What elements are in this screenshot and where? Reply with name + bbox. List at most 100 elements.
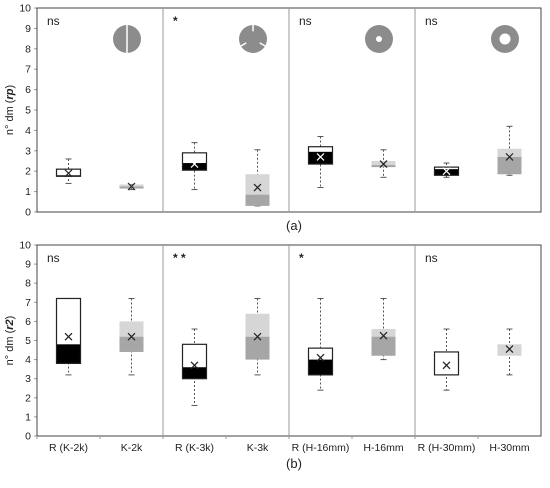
box-H-30mm [497, 328, 522, 376]
box-upper [434, 351, 459, 375]
box-lower [245, 336, 270, 360]
y-axis-label: n° dm (rp) [4, 85, 16, 135]
mean-marker [442, 167, 451, 176]
y-tick-label: 0 [25, 207, 31, 219]
y-axis-label-suffix: ) [4, 316, 16, 320]
box-series-2 [119, 182, 144, 191]
chart-panel-b: 0 1 2 3 4 5 6 7 8 9 10 ns * * * ns R (K-2k) K-2k R (K-3k)… [4, 240, 542, 471]
box-R (H-30mm) [433, 328, 460, 391]
box-outline [181, 343, 208, 380]
significance-label: ns [425, 251, 438, 265]
y-tick-label: 8 [25, 43, 31, 55]
mean-marker [64, 169, 73, 178]
icon-hole [376, 36, 382, 42]
box-upper [182, 152, 207, 164]
x-tick-label: K-3k [247, 442, 269, 454]
icon-slit [240, 42, 247, 47]
shape-k2k-icon [113, 25, 141, 53]
box-upper [308, 348, 333, 360]
box-upper [245, 313, 270, 337]
y-tick-label: 2 [25, 166, 31, 178]
mean-marker [505, 152, 514, 161]
y-tick-label: 1 [25, 186, 31, 198]
significance-label: ns [299, 14, 312, 28]
y-axis-label-var: r2 [4, 319, 16, 329]
x-tick-label: H-16mm [363, 442, 404, 454]
y-tick-label: 3 [25, 373, 31, 385]
x-tick-label: R (H-30mm) [418, 442, 476, 454]
y-tick-label: 5 [25, 105, 31, 117]
box-outline [55, 297, 82, 365]
panel-caption: (b) [286, 456, 302, 471]
box-upper [434, 167, 459, 170]
box-upper [371, 161, 396, 166]
mean-marker [505, 345, 514, 354]
shape-h16mm-icon [365, 25, 393, 53]
y-axis-label-suffix: ) [4, 85, 16, 89]
box-upper [371, 329, 396, 337]
y-tick-label: 7 [25, 297, 31, 309]
box-upper [182, 344, 207, 368]
panel-caption: (a) [286, 218, 302, 233]
box-lower [308, 359, 333, 375]
box-R (H-16mm) [307, 297, 334, 391]
x-tick-label: R (K-2k) [49, 442, 88, 454]
box-upper [119, 321, 144, 337]
mean-marker [379, 160, 388, 168]
y-tick-label: 6 [25, 84, 31, 96]
y-tick-label: 4 [25, 125, 31, 137]
box-lower [182, 367, 207, 379]
box-series-4 [245, 149, 270, 207]
y-axis-label: n° dm (r2) [4, 316, 16, 366]
x-tick-label: K-2k [121, 442, 143, 454]
icon-hole [499, 33, 511, 45]
mean-marker [190, 361, 199, 370]
box-upper [119, 184, 144, 187]
box-K-2k [119, 297, 144, 376]
box-outline [433, 351, 460, 376]
box-lower [497, 156, 522, 175]
box-series-5 [307, 136, 334, 189]
box-lower [119, 186, 144, 189]
box-upper [245, 174, 270, 195]
icon-disc [239, 25, 267, 53]
mean-marker [190, 160, 199, 168]
y-tick-label: 4 [25, 354, 31, 366]
box-lower [434, 169, 459, 176]
y-tick-label: 2 [25, 392, 31, 404]
x-tick-label: R (H-16mm) [292, 442, 350, 454]
box-upper [497, 344, 522, 356]
box-series-3 [181, 142, 208, 191]
y-tick-label: 9 [25, 259, 31, 271]
box-upper [308, 146, 333, 152]
mean-marker [316, 353, 325, 362]
mean-marker [316, 152, 325, 161]
box-series-8 [497, 125, 522, 176]
y-tick-label: 3 [25, 145, 31, 157]
box-lower [182, 163, 207, 171]
box-H-16mm [371, 297, 396, 361]
mean-marker [127, 182, 136, 191]
box-lower [119, 336, 144, 352]
box-R (K-3k) [181, 328, 208, 406]
box-K-3k [245, 297, 270, 376]
mean-marker [442, 361, 451, 370]
y-axis-label-var: rp [4, 88, 16, 99]
y-tick-label: 9 [25, 23, 31, 35]
mean-marker [64, 332, 73, 341]
y-tick-label: 7 [25, 64, 31, 76]
significance-label: ns [425, 14, 438, 28]
y-axis-label-prefix: n° dm ( [4, 329, 16, 365]
x-tick-label: H-30mm [489, 442, 530, 454]
chart-panel-a: 0 1 2 3 4 5 6 7 8 9 10 ns * ns ns n° dm (rp) (a) [4, 3, 542, 233]
significance-label: * * [173, 251, 186, 265]
box-outline [307, 347, 334, 376]
box-upper [56, 169, 81, 176]
box-series-7 [433, 162, 460, 178]
box-lower [371, 165, 396, 168]
icon-slit [259, 42, 266, 47]
y-axis-label-prefix: n° dm ( [4, 99, 16, 135]
box-lower [245, 194, 270, 206]
